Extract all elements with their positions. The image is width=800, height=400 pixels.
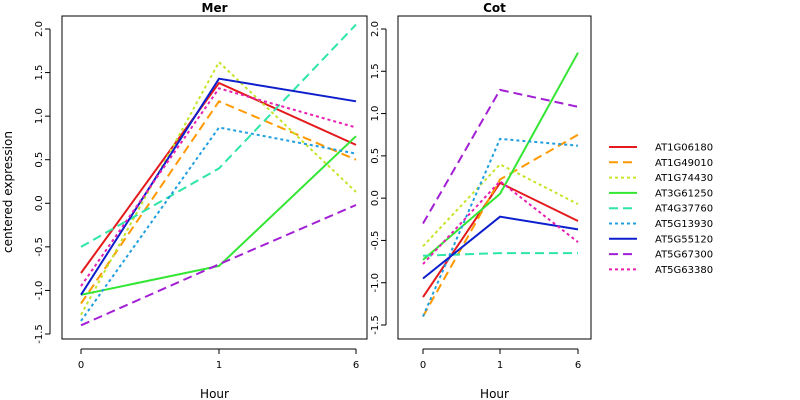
legend-entry: AT5G55120 — [609, 234, 713, 245]
y-tick-label: 1.0 — [370, 106, 381, 122]
legend: AT1G06180 AT1G49010 AT1G74430 AT3G61250 AT4G… — [609, 143, 713, 276]
y-tick-label: 0.0 — [34, 195, 45, 211]
legend-entry: AT1G06180 — [609, 143, 713, 154]
legend-entry: AT1G74430 — [609, 173, 713, 184]
series-line-at5g63380 — [422, 179, 579, 265]
y-tick-label: 1.5 — [34, 65, 45, 81]
y-axis-title: centered expression — [1, 131, 15, 253]
series-line-at4g37760 — [80, 23, 357, 248]
legend-entry: AT5G67300 — [609, 250, 713, 261]
series-line-at5g63380 — [80, 87, 357, 287]
series-line-at5g13930 — [80, 126, 357, 322]
plot-frame — [397, 15, 592, 340]
panel-title: Cot — [483, 1, 506, 15]
y-tick-label: 0.5 — [370, 148, 381, 164]
legend-label: AT1G06180 — [655, 143, 713, 154]
y-tick-label: -0.5 — [370, 231, 381, 251]
y-tick-label: -0.5 — [34, 237, 45, 257]
y-tick-label: -1.5 — [34, 324, 45, 344]
x-tick-label: 6 — [575, 360, 581, 371]
series-line-at1g74430 — [422, 163, 579, 247]
series-line-at3g61250 — [80, 135, 357, 296]
legend-entry: AT1G49010 — [609, 158, 713, 169]
series-line-at1g74430 — [80, 60, 357, 316]
series-line-at1g06180 — [80, 81, 357, 274]
legend-entry: AT5G13930 — [609, 219, 713, 230]
x-tick-label: 0 — [420, 360, 426, 371]
series-line-at1g49010 — [80, 100, 357, 305]
y-tick-label: -1.5 — [370, 315, 381, 335]
y-tick-label: -1.0 — [34, 281, 45, 301]
legend-label: AT5G63380 — [655, 265, 713, 276]
x-tick-label: 0 — [78, 360, 84, 371]
y-tick-label: 1.0 — [34, 108, 45, 124]
y-tick-label: 0.0 — [370, 190, 381, 206]
legend-label: AT4G37760 — [655, 204, 713, 215]
y-tick-label: -1.0 — [370, 273, 381, 293]
panel-mer: Mer -1.5 -1.0 -0.5 0.0 0.5 1.0 1.5 2.0 0 1 6 Hour — [34, 1, 368, 400]
series-line-at4g37760 — [422, 252, 578, 257]
y-tick-label: 2.0 — [34, 21, 45, 37]
y-tick-label: 1.5 — [370, 63, 381, 79]
series-line-at1g49010 — [422, 133, 579, 317]
y-tick-label: 2.0 — [370, 21, 381, 37]
series-line-at5g67300 — [422, 88, 579, 224]
legend-label: AT5G55120 — [655, 234, 713, 245]
panel-cot: Cot -1.5 -1.0 -0.5 0.0 0.5 1.0 1.5 2.0 0 1 6 Hour — [370, 1, 592, 400]
legend-label: AT1G74430 — [655, 173, 713, 184]
series-line-at5g55120 — [422, 215, 579, 280]
plot-frame — [61, 15, 368, 340]
x-axis-title: Hour — [480, 387, 509, 400]
legend-label: AT3G61250 — [655, 188, 713, 199]
legend-entry: AT4G37760 — [609, 204, 713, 215]
legend-entry: AT5G63380 — [609, 265, 713, 276]
x-tick-label: 6 — [353, 360, 359, 371]
x-tick-label: 1 — [497, 360, 503, 371]
series-line-at5g67300 — [80, 204, 357, 327]
legend-label: AT5G13930 — [655, 219, 713, 230]
series-line-at5g55120 — [80, 77, 357, 296]
series-line-at3g61250 — [422, 52, 579, 261]
series-line-at5g13930 — [422, 137, 579, 317]
legend-label: AT1G49010 — [655, 158, 713, 169]
x-axis-title: Hour — [200, 387, 229, 400]
legend-entry: AT3G61250 — [609, 188, 713, 199]
legend-label: AT5G67300 — [655, 250, 713, 261]
x-tick-label: 1 — [216, 360, 222, 371]
y-tick-label: 0.5 — [34, 152, 45, 168]
panel-title: Mer — [202, 1, 228, 15]
